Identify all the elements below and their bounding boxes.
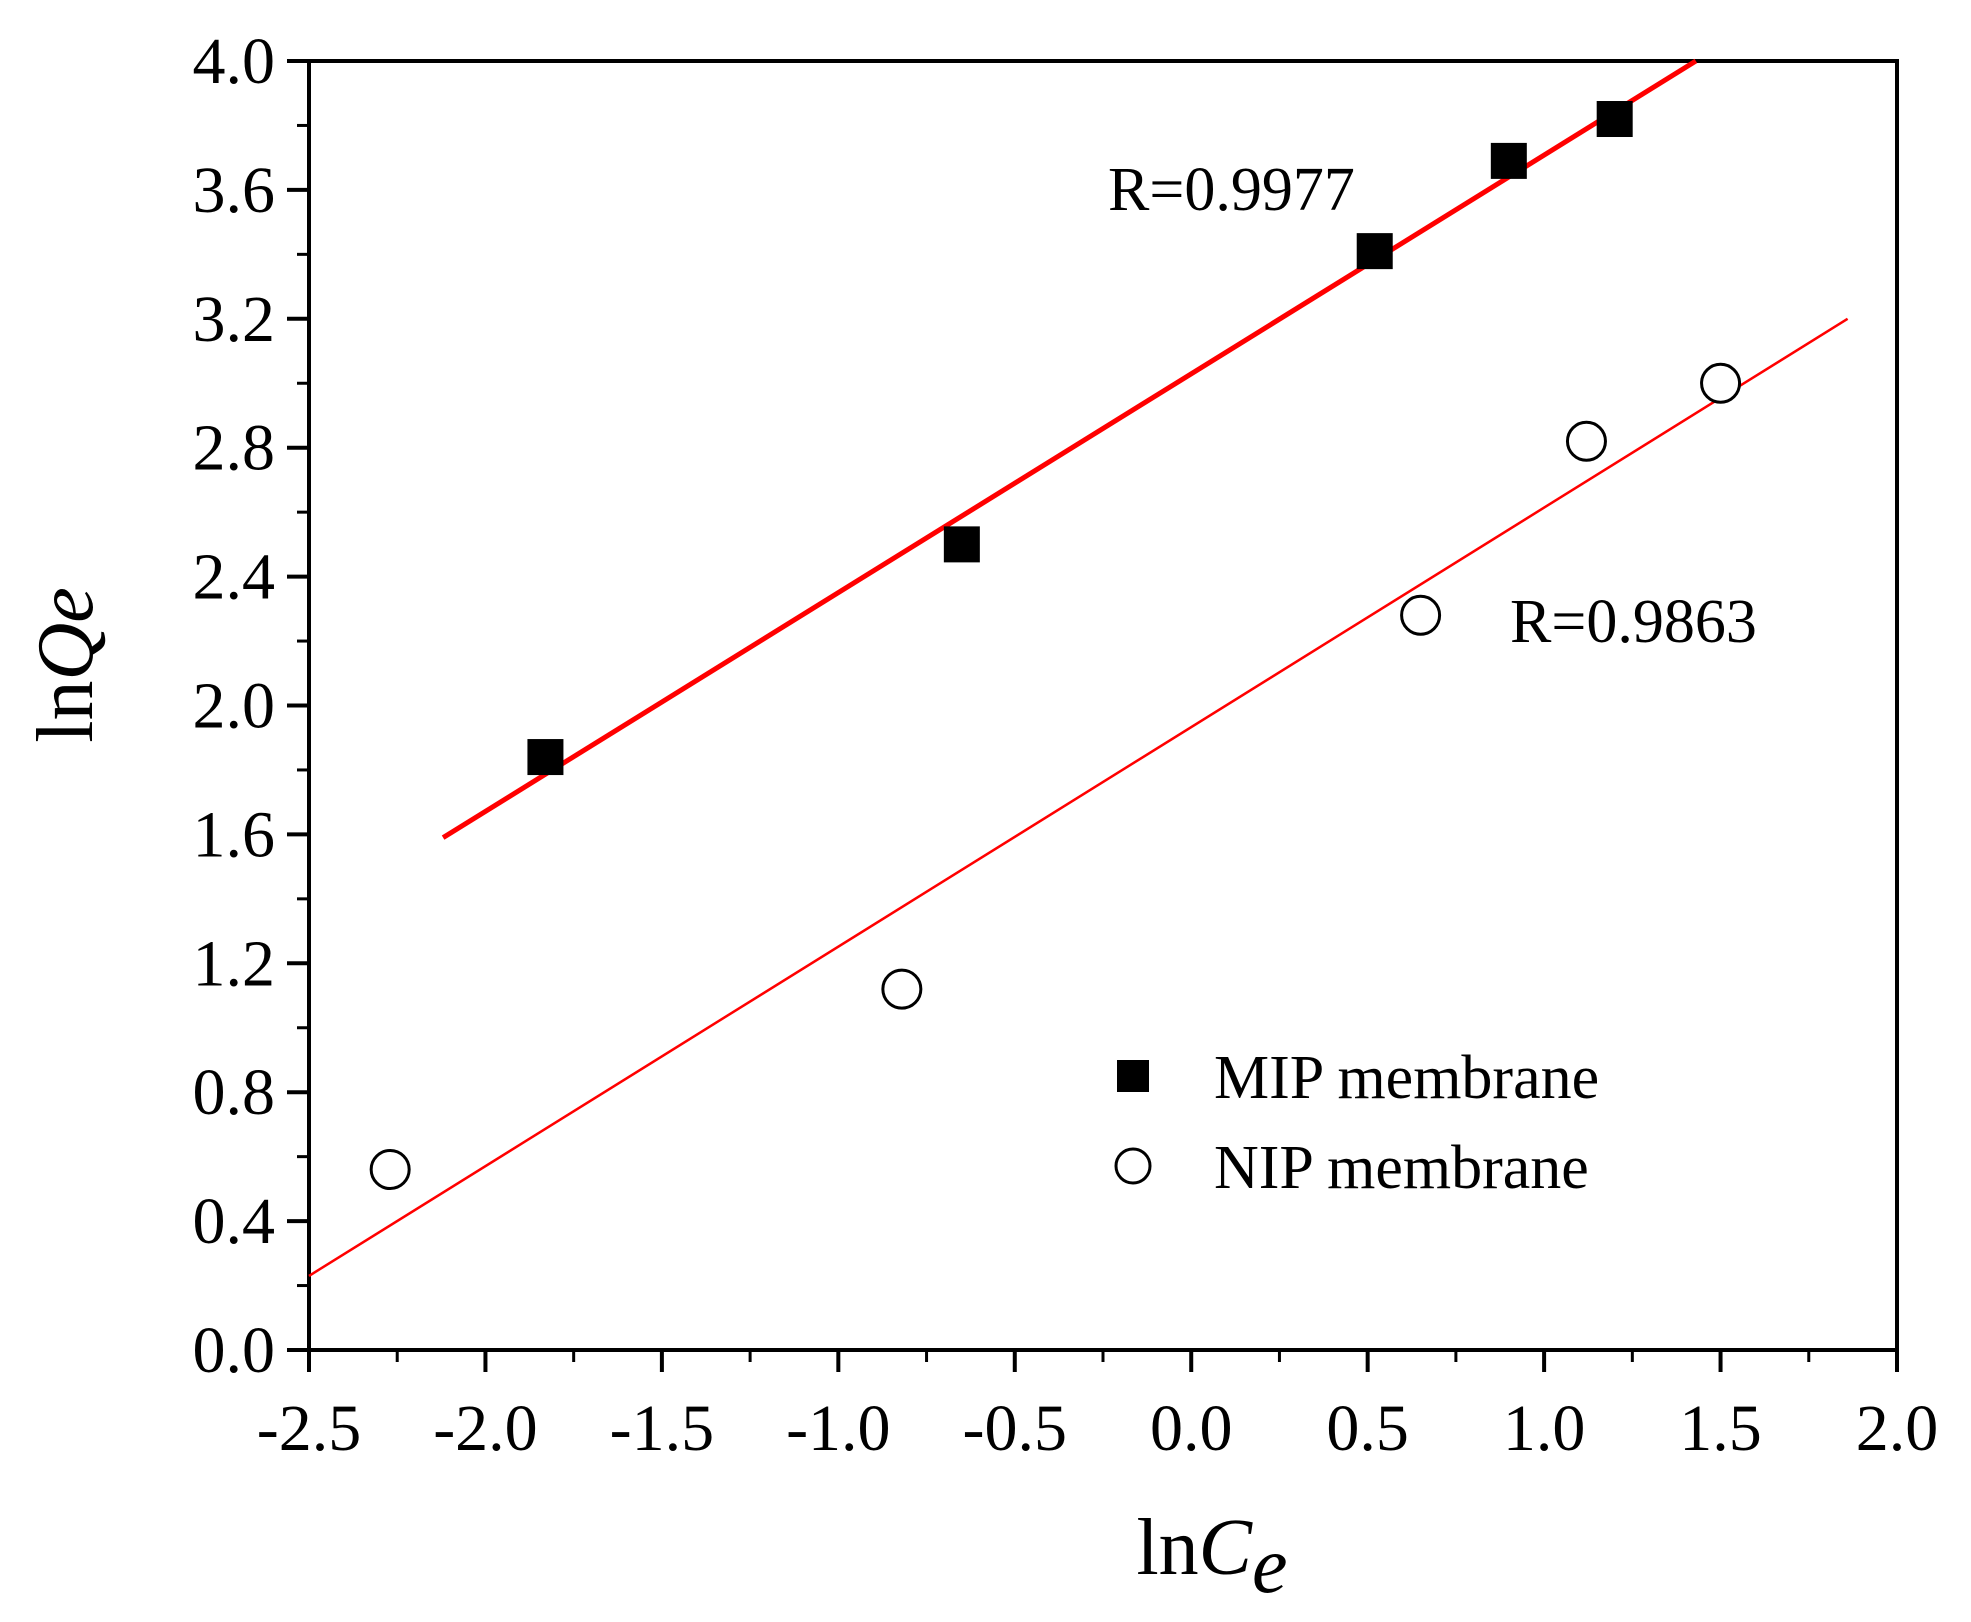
x-tick-label: 1.5 (1679, 1392, 1762, 1465)
y-tick-label: 2.8 (193, 412, 276, 485)
y-axis: 0.0 0.4 0.8 1.2 1.6 2.0 2.4 2.8 3.2 3.6 4.0 (193, 25, 309, 1387)
x-tick-label: -2.0 (433, 1392, 537, 1465)
point-mip (943, 526, 980, 563)
legend-marker-mip (1117, 1060, 1149, 1092)
y-tick-label: 2.4 (193, 541, 276, 614)
y-tick-label: 0.0 (193, 1314, 276, 1387)
y-tick-label: 3.2 (193, 283, 276, 356)
point-nip (881, 968, 923, 1010)
x-tick-label: -2.5 (257, 1392, 361, 1465)
point-mip (1356, 233, 1393, 270)
plot-area (307, 59, 1899, 1352)
y-axis-title-var: Q (22, 623, 110, 681)
y-tick-label: 1.2 (193, 927, 276, 1000)
x-tick-label: 1.0 (1503, 1392, 1586, 1465)
fit-lines (308, 58, 1849, 1277)
x-axis-title: lnCe (1136, 1504, 1287, 1610)
x-axis-title-prefix: ln (1136, 1504, 1198, 1592)
x-tick-label: 0.0 (1150, 1392, 1233, 1465)
plot-frame (307, 59, 1899, 1352)
point-mip (1596, 101, 1633, 138)
point-nip (1400, 594, 1442, 636)
x-tick-label: -1.5 (610, 1392, 714, 1465)
fit-line-mip (441, 58, 1698, 840)
y-axis-title-prefix: ln (22, 681, 110, 743)
y-tick-label: 3.6 (193, 154, 276, 227)
fit-line-nip (308, 317, 1849, 1277)
y-tick-label: 2.0 (193, 670, 276, 743)
x-tick-label: -0.5 (963, 1392, 1067, 1465)
y-tick-label: 1.6 (193, 798, 276, 871)
y-axis-title: lnQe (22, 587, 110, 743)
legend: MIP membrane NIP membrane (1114, 1044, 1599, 1202)
point-nip (1700, 362, 1742, 404)
point-mip (527, 739, 564, 776)
x-tick-label: 2.0 (1856, 1392, 1939, 1465)
point-nip (369, 1149, 411, 1191)
annotation-mip-r: R=0.9977 (1108, 156, 1355, 224)
data-points (369, 101, 1742, 1191)
annotation-nip-r: R=0.9863 (1510, 588, 1757, 656)
y-tick-label: 4.0 (193, 25, 276, 98)
y-tick-label: 0.8 (193, 1056, 276, 1129)
legend-label-mip: MIP membrane (1214, 1044, 1599, 1112)
x-axis-title-var: C (1199, 1504, 1254, 1592)
legend-marker-nip (1114, 1147, 1152, 1185)
x-tick-label: 0.5 (1326, 1392, 1409, 1465)
point-nip (1565, 420, 1607, 462)
y-axis-title-sub: e (22, 587, 110, 623)
x-axis-title-sub: e (1252, 1522, 1288, 1610)
y-tick-label: 0.4 (193, 1185, 276, 1258)
point-mip (1490, 142, 1527, 179)
x-tick-label: -1.0 (786, 1392, 890, 1465)
x-axis: -2.5 -2.0 -1.5 -1.0 -0.5 0.0 0.5 1.0 1.5 2.0 (257, 1350, 1938, 1465)
legend-label-nip: NIP membrane (1214, 1134, 1589, 1202)
